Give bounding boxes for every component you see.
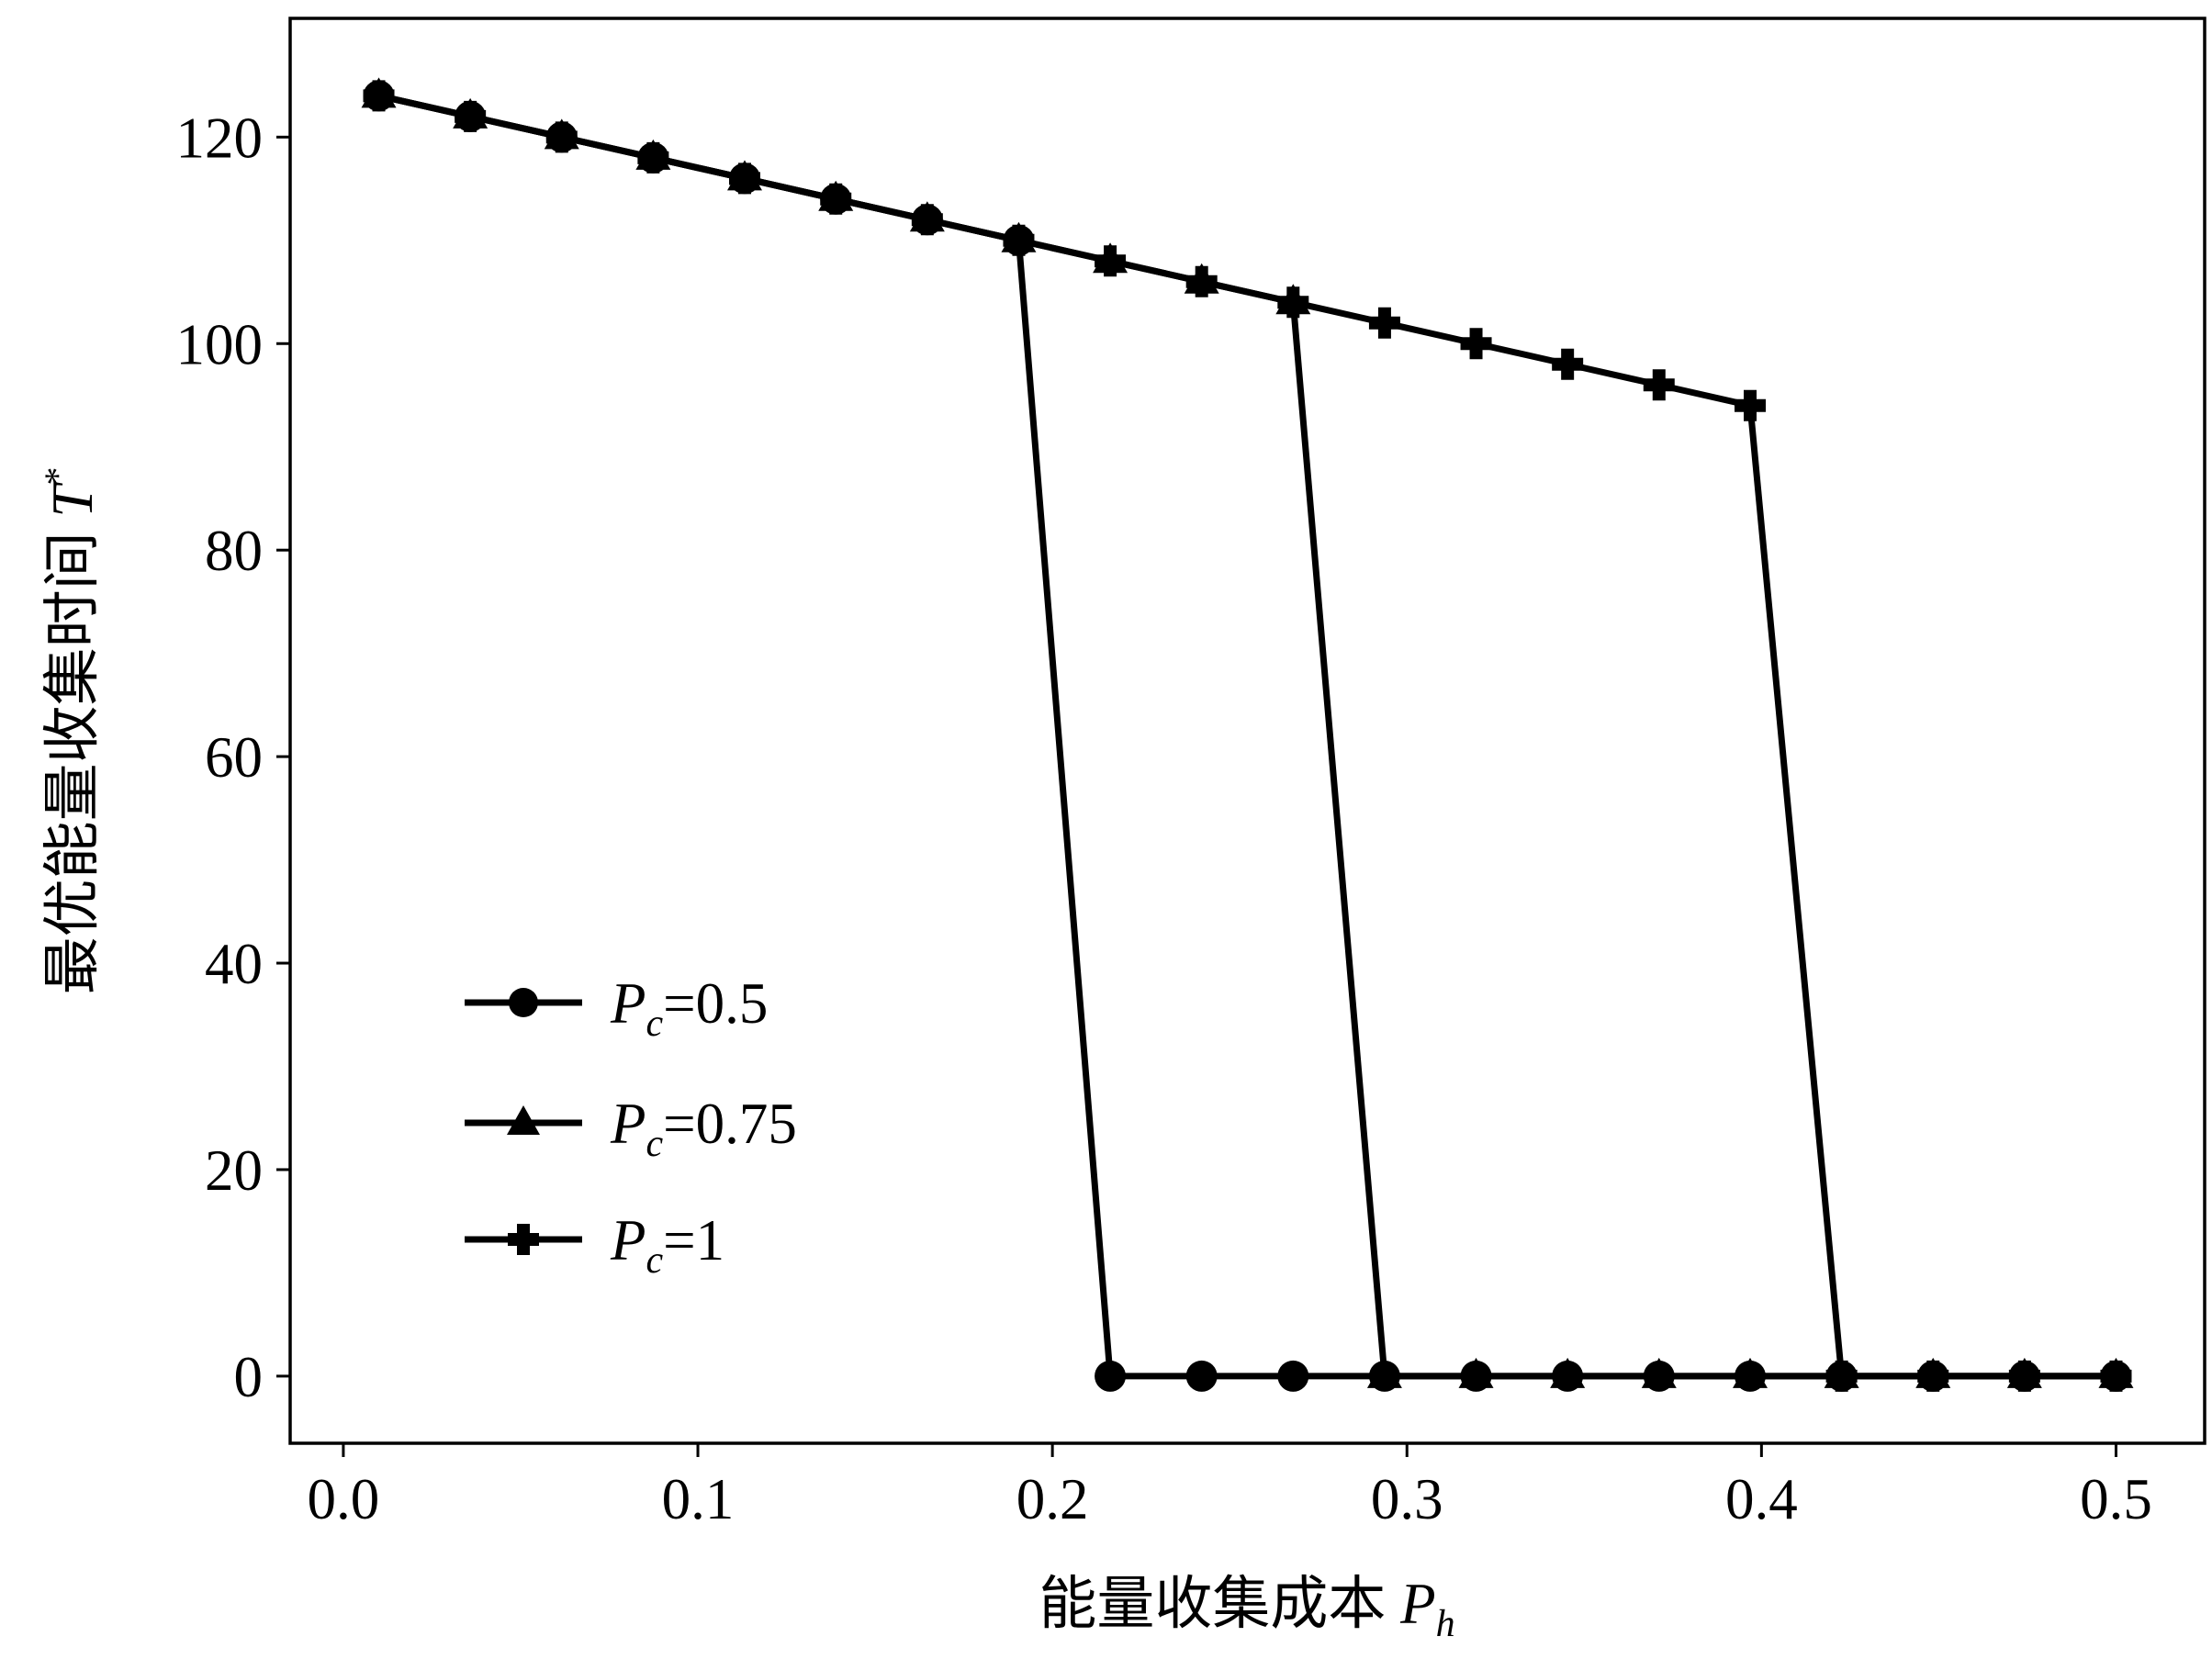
series-line-1 (377, 92, 2117, 1380)
data-point-circle (911, 204, 943, 236)
data-point-circle (2008, 1360, 2040, 1392)
legend-marker-triangle (507, 1105, 540, 1135)
y-axis-title: 最优能量收集时间 T* (37, 467, 105, 995)
axis-ticks: 0.0 0.1 0.2 0.3 0.4 0.5 0 20 40 60 80 100 120 (176, 106, 2152, 1531)
data-point-triangle (1275, 284, 1311, 315)
data-point-plus (1460, 328, 1492, 360)
data-point-triangle (1184, 263, 1219, 294)
legend-label-1: Pc=0.5 (610, 971, 768, 1045)
data-point-circle (1095, 1360, 1127, 1392)
plot-frame (288, 17, 2206, 1445)
data-point-plus (1552, 348, 1584, 380)
x-tick-label: 0.0 (308, 1467, 380, 1531)
legend-label-2: Pc=0.75 (610, 1092, 797, 1165)
data-point-circle (1917, 1360, 1949, 1392)
y-tick-label: 60 (205, 725, 263, 790)
legend-marker-circle (509, 988, 538, 1017)
y-tick-label: 20 (205, 1138, 263, 1203)
data-point-circle (1277, 1360, 1309, 1392)
data-point-circle (1735, 1360, 1767, 1392)
y-tick-label: 100 (176, 312, 264, 376)
y-tick-label: 40 (205, 932, 263, 996)
data-point-plus (1368, 307, 1400, 339)
x-tick-label: 0.3 (1371, 1467, 1443, 1531)
data-point-circle (1460, 1360, 1492, 1392)
data-point-circle (1825, 1360, 1858, 1392)
data-point-triangle (1093, 242, 1128, 274)
series-line-3 (377, 92, 2117, 1380)
data-point-circle (363, 80, 395, 112)
legend-marker-plus (508, 1224, 539, 1255)
legend-entry-1: Pc=0.5 (465, 971, 768, 1045)
series-line-2 (377, 92, 2117, 1380)
x-axis-title: 能量收集成本 Ph (1039, 1572, 1454, 1645)
data-point-circle (1643, 1360, 1675, 1392)
x-tick-label: 0.1 (662, 1467, 735, 1531)
data-point-plus (1643, 369, 1675, 401)
data-point-circle (1003, 224, 1035, 256)
data-point-circle (1552, 1360, 1584, 1392)
y-tick-label: 120 (176, 106, 264, 170)
series-layer (361, 77, 2134, 1392)
y-tick-label: 0 (234, 1345, 264, 1409)
data-point-circle (637, 141, 669, 174)
legend-entry-3: Pc=1 (465, 1208, 724, 1282)
legend-label-3: Pc=1 (610, 1208, 724, 1282)
x-tick-label: 0.5 (2080, 1467, 2152, 1531)
data-point-plus (1735, 389, 1767, 421)
x-tick-label: 0.2 (1016, 1467, 1089, 1531)
data-point-circle (820, 183, 852, 215)
data-point-circle (455, 100, 487, 132)
data-point-circle (728, 163, 760, 195)
legend-entry-2: Pc=0.75 (465, 1092, 797, 1165)
data-point-circle (1185, 1360, 1218, 1392)
x-tick-label: 0.4 (1725, 1467, 1798, 1531)
y-tick-label: 80 (205, 519, 263, 583)
data-point-circle (1368, 1360, 1400, 1392)
data-point-circle (545, 121, 578, 153)
data-point-circle (2100, 1360, 2132, 1392)
legend: Pc=0.5 Pc=0.75 Pc=1 (465, 971, 797, 1282)
